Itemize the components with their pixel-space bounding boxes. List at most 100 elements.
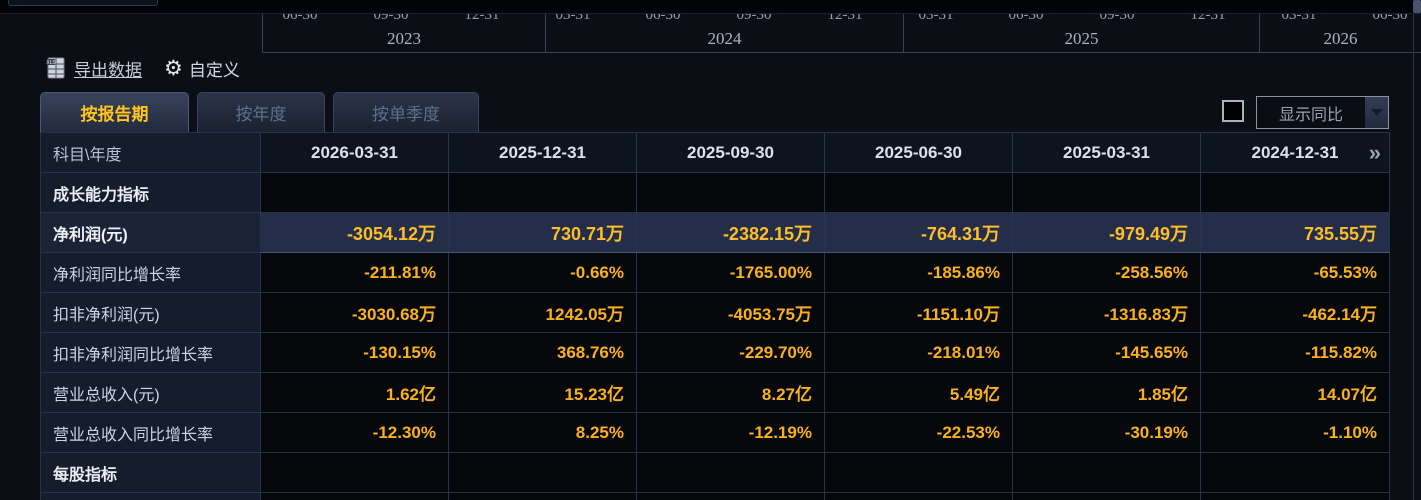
cell-value: [1012, 452, 1201, 493]
cell-value: 1.85亿: [1012, 372, 1201, 413]
browser-top-strip: [0, 0, 1421, 14]
cell-value: -1151.10万: [824, 292, 1013, 333]
cell-value: -2382.15万: [636, 212, 825, 253]
cell-value: 1.62亿: [260, 372, 449, 413]
table-row: [40, 492, 1390, 500]
cell-value: -229.70%: [636, 332, 825, 373]
table-row[interactable]: 净利润同比增长率 -211.81% -0.66% -1765.00% -185.…: [40, 252, 1390, 293]
table-row[interactable]: 扣非净利润同比增长率 -130.15% 368.76% -229.70% -21…: [40, 332, 1390, 373]
table-row: 每股指标: [40, 452, 1390, 493]
cell-value: [636, 452, 825, 493]
row-label[interactable]: 净利润(元): [40, 212, 261, 253]
cell-value: 5.49亿: [824, 372, 1013, 413]
cell-value: 730.71万: [448, 212, 637, 253]
timeline-year: 2024: [545, 14, 903, 52]
row-label[interactable]: 扣非净利润(元): [40, 292, 261, 333]
cell-value: -12.19%: [636, 412, 825, 453]
export-excel-icon: XLS: [46, 57, 65, 79]
timeline-year-strip[interactable]: 2023 2024 2025 2026: [262, 14, 1421, 53]
cell-value: -22.53%: [824, 412, 1013, 453]
cell-value: [1012, 172, 1201, 213]
more-columns-button[interactable]: »: [1368, 139, 1381, 165]
cell-value: -145.65%: [1012, 332, 1201, 373]
column-header: 2025-09-30: [636, 132, 825, 173]
cell-value: 735.55万: [1200, 212, 1390, 253]
row-label[interactable]: 营业总收入(元): [40, 372, 261, 413]
cell-value: -115.82%: [1200, 332, 1390, 373]
cell-value: [1012, 492, 1201, 500]
cell-value: [824, 452, 1013, 493]
table-row-highlighted[interactable]: 净利润(元) -3054.12万 730.71万 -2382.15万 -764.…: [40, 212, 1390, 253]
cell-value: -0.66%: [448, 252, 637, 293]
column-header: 2025-12-31: [448, 132, 637, 173]
cell-value: [448, 172, 637, 213]
cell-value: -764.31万: [824, 212, 1013, 253]
cell-value: [636, 172, 825, 213]
cell-value: [1200, 452, 1390, 493]
cell-value: [1200, 492, 1390, 500]
row-label: [40, 492, 261, 500]
cell-value: -1.10%: [1200, 412, 1390, 453]
column-header: 2024-12-31 »: [1200, 132, 1390, 173]
export-data-link[interactable]: 导出数据: [74, 60, 142, 80]
cell-value: -30.19%: [1012, 412, 1201, 453]
cell-value: [636, 492, 825, 500]
timeline-year: 2023: [262, 14, 545, 52]
row-label[interactable]: 每股指标: [40, 452, 261, 493]
table-row: 成长能力指标: [40, 172, 1390, 213]
cell-value: -3030.68万: [260, 292, 449, 333]
cell-value: 14.07亿: [1200, 372, 1390, 413]
cell-value: [260, 452, 449, 493]
table-row[interactable]: 营业总收入(元) 1.62亿 15.23亿 8.27亿 5.49亿 1.85亿 …: [40, 372, 1390, 413]
cell-value: -130.15%: [260, 332, 449, 373]
customize-button[interactable]: 自定义: [188, 60, 240, 80]
table-row[interactable]: 扣非净利润(元) -3030.68万 1242.05万 -4053.75万 -1…: [40, 292, 1390, 333]
column-header: 2026-03-31: [260, 132, 449, 173]
cell-value: 1242.05万: [448, 292, 637, 333]
timeline-year: 2025: [903, 14, 1259, 52]
chevron-down-icon[interactable]: [1365, 97, 1388, 128]
cell-value: [448, 452, 637, 493]
cell-value: -185.86%: [824, 252, 1013, 293]
cell-value: -3054.12万: [260, 212, 449, 253]
cell-value: [824, 172, 1013, 213]
svg-text:XLS: XLS: [46, 60, 56, 66]
timeline-year: 2026: [1259, 14, 1421, 52]
cell-value: -979.49万: [1012, 212, 1201, 253]
cell-value: -211.81%: [260, 252, 449, 293]
financial-table: 科目\年度 2026-03-31 2025-12-31 2025-09-30 2…: [40, 132, 1390, 500]
table-header-row: 科目\年度 2026-03-31 2025-12-31 2025-09-30 2…: [40, 132, 1390, 173]
gear-icon: ⚙: [164, 55, 183, 80]
scrollbar-thumb[interactable]: [1413, 0, 1421, 13]
yoy-dropdown-label: 显示同比: [1278, 106, 1343, 124]
cell-value: [824, 492, 1013, 500]
column-header: 2025-03-31: [1012, 132, 1201, 173]
cell-value: [260, 172, 449, 213]
yoy-checkbox[interactable]: [1222, 100, 1244, 122]
tab-by-year[interactable]: 按年度: [197, 92, 325, 132]
cell-value: -218.01%: [824, 332, 1013, 373]
corner-header: 科目\年度: [40, 132, 261, 173]
cell-value: -1765.00%: [636, 252, 825, 293]
scrollbar-track-line: [1413, 0, 1414, 500]
cell-value: -258.56%: [1012, 252, 1201, 293]
row-label[interactable]: 扣非净利润同比增长率: [40, 332, 261, 373]
tab-by-single-quarter[interactable]: 按单季度: [333, 92, 479, 132]
cell-value: -4053.75万: [636, 292, 825, 333]
cell-value: 368.76%: [448, 332, 637, 373]
cell-value: -12.30%: [260, 412, 449, 453]
row-label[interactable]: 营业总收入同比增长率: [40, 412, 261, 453]
toolbar: XLS 导出数据 ⚙ 自定义: [44, 54, 240, 82]
cell-value: [448, 492, 637, 500]
row-label[interactable]: 成长能力指标: [40, 172, 261, 213]
table-row[interactable]: 营业总收入同比增长率 -12.30% 8.25% -12.19% -22.53%…: [40, 412, 1390, 453]
cell-value: [260, 492, 449, 500]
row-label[interactable]: 净利润同比增长率: [40, 252, 261, 293]
cell-value: -65.53%: [1200, 252, 1390, 293]
cell-value: -462.14万: [1200, 292, 1390, 333]
yoy-dropdown[interactable]: 显示同比: [1256, 96, 1389, 129]
cell-value: 15.23亿: [448, 372, 637, 413]
period-tabs: 按报告期 按年度 按单季度: [40, 92, 479, 132]
tab-by-report-period[interactable]: 按报告期: [40, 92, 189, 132]
